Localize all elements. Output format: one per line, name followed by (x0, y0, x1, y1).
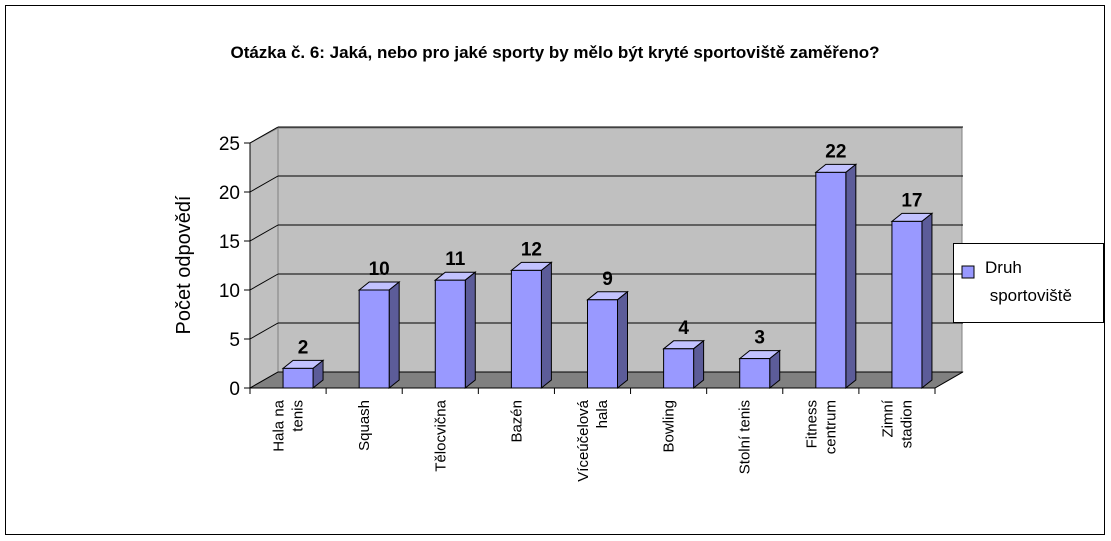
bar (357, 280, 401, 390)
data-label: 2 (298, 337, 309, 358)
bar (281, 359, 325, 390)
y-tick-label: 20 (219, 183, 240, 204)
x-tick-label: Bazén (508, 400, 525, 443)
bar-side (388, 280, 400, 390)
grid-line (249, 224, 279, 242)
x-tick-label: Víceúčelová hala (575, 399, 611, 481)
bar (509, 261, 553, 390)
y-axis-label: Počet odpovědí (173, 195, 195, 334)
bar-front (739, 358, 771, 389)
bar-front (815, 171, 847, 389)
grid-line (249, 371, 279, 389)
bar-side (693, 339, 705, 390)
data-label: 9 (602, 269, 613, 290)
x-tick-label: Bowling (661, 400, 678, 453)
bar (586, 290, 629, 390)
bar-front (587, 299, 618, 389)
legend-swatch (961, 265, 975, 279)
bar-side (617, 290, 628, 390)
data-label: 3 (754, 328, 765, 349)
y-tick-label: 25 (219, 134, 240, 155)
x-tick-label: Stolní tenis (737, 400, 754, 474)
data-label: 12 (521, 239, 542, 260)
bar-front (358, 289, 390, 389)
x-tick-label: Hala na tenis (271, 399, 307, 451)
y-tick-label: 10 (219, 281, 240, 302)
data-label: 22 (825, 141, 846, 162)
x-tick-label: Tělocvična (432, 399, 449, 471)
chart-title: Otázka č. 6: Jaká, nebo pro jaké sporty … (230, 43, 879, 62)
side-wall (249, 127, 279, 389)
y-tick-label: 5 (229, 330, 240, 351)
grid-line (249, 175, 279, 193)
legend-label: Druh sportoviště (985, 258, 1072, 305)
bar-front (510, 269, 542, 389)
data-label: 11 (445, 249, 466, 270)
x-tick-label: Zimní stadion (879, 399, 915, 452)
x-axis-depth (934, 371, 964, 389)
bar-front (282, 367, 314, 389)
bar-front (663, 348, 695, 389)
bar (433, 271, 477, 390)
x-tick-label: Fitness centrum (803, 400, 839, 458)
bar (814, 163, 858, 390)
bar (890, 212, 934, 390)
x-tick-label: Squash (356, 400, 373, 451)
data-label: 10 (369, 259, 390, 280)
y-tick-label: 0 (229, 379, 240, 400)
bar-side (845, 163, 857, 390)
bar (662, 339, 706, 390)
grid-line (249, 126, 279, 144)
data-label: 4 (678, 318, 689, 339)
bar-front (891, 220, 923, 389)
bar-side (921, 212, 933, 390)
grid-line (249, 322, 279, 340)
bar (738, 349, 782, 390)
bar-side (464, 271, 476, 390)
bar-side (540, 261, 552, 390)
data-label: 17 (901, 190, 922, 211)
bar-front (434, 279, 466, 389)
grid-line (249, 273, 279, 291)
y-tick-label: 15 (219, 232, 240, 253)
legend-box (953, 243, 1104, 323)
